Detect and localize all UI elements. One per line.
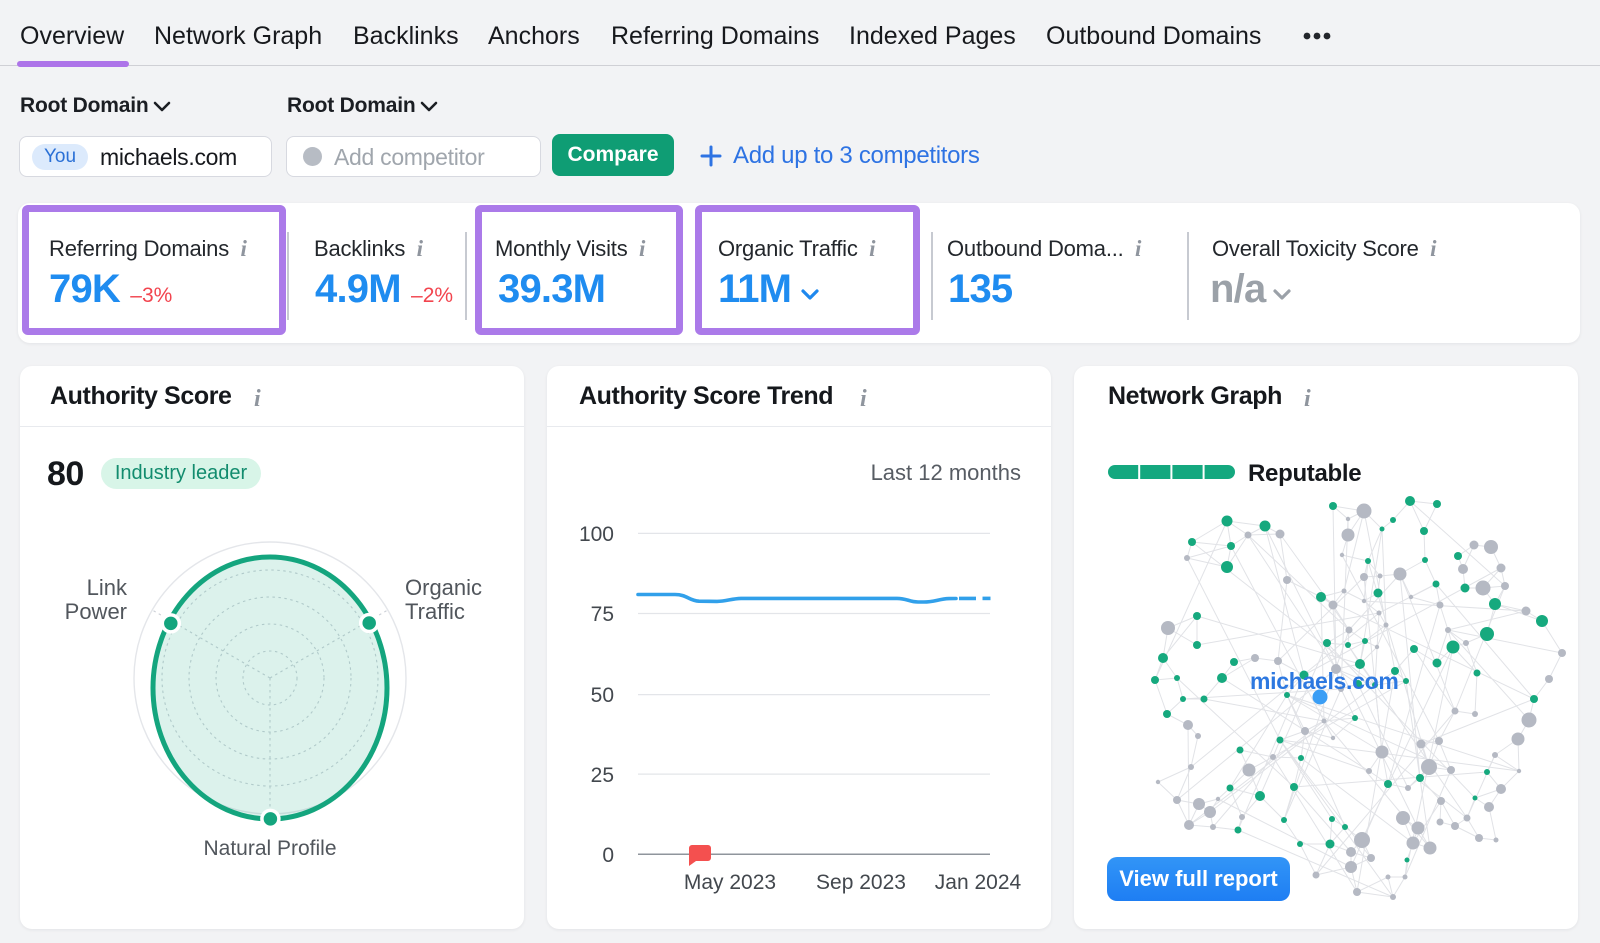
svg-text:Sep 2023: Sep 2023: [816, 871, 906, 894]
svg-text:25: 25: [591, 764, 614, 787]
svg-text:50: 50: [591, 684, 614, 707]
svg-text:0: 0: [602, 844, 614, 867]
svg-text:May 2023: May 2023: [684, 871, 776, 894]
svg-text:75: 75: [591, 603, 614, 626]
svg-text:Jan 2024: Jan 2024: [935, 871, 1022, 894]
svg-text:100: 100: [579, 523, 614, 546]
